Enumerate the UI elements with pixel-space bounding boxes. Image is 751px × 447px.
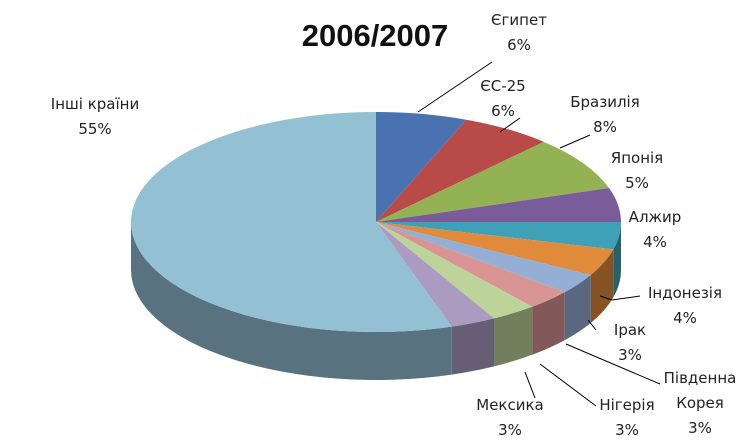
- pie-slice: [130, 112, 452, 332]
- value-label: 3%: [688, 419, 712, 437]
- pie-slice: [376, 119, 544, 222]
- pie-slice-side: [131, 222, 452, 380]
- pie-slice: [376, 188, 621, 222]
- category-label: Інші країни: [50, 95, 140, 113]
- pie-slice-side: [532, 292, 565, 355]
- value-label: 3%: [615, 421, 639, 439]
- pie-slice-side: [564, 274, 591, 341]
- category-label: Нігерія: [599, 396, 655, 414]
- leader-line: [599, 295, 641, 301]
- leader-line: [587, 319, 597, 331]
- data-label: Бразилія 8%: [570, 90, 640, 140]
- category-label: Бразилія: [570, 93, 640, 111]
- leader-line: [499, 117, 521, 133]
- value-label: 4%: [643, 233, 667, 251]
- leader-line: [539, 363, 597, 407]
- data-label: Мексика 3%: [476, 393, 543, 443]
- data-label: Алжир 4%: [629, 205, 682, 255]
- data-label: Індонезія 4%: [648, 281, 722, 331]
- leader-line: [565, 343, 661, 385]
- pie-slice-side: [590, 249, 614, 323]
- category-label: Алжир: [628, 208, 682, 226]
- leader-lines: [417, 61, 661, 407]
- value-label: 55%: [78, 120, 112, 138]
- value-label: 6%: [507, 36, 531, 54]
- pie-slice: [376, 222, 621, 250]
- data-label: Єгипет 6%: [491, 8, 547, 58]
- pie-slice-side: [451, 318, 495, 375]
- data-label: Інші країни 55%: [51, 92, 139, 142]
- value-label: 6%: [491, 102, 515, 120]
- value-label: 3%: [618, 346, 642, 364]
- pie-slice: [376, 222, 565, 307]
- leader-line: [417, 61, 493, 113]
- leader-line: [559, 134, 591, 149]
- category-label: Єгипет: [491, 11, 547, 29]
- data-label: Ірак 3%: [614, 318, 646, 368]
- value-label: 8%: [593, 118, 617, 136]
- category-label: ЄС-25: [480, 77, 526, 95]
- pie-slice: [376, 112, 467, 222]
- category-label: Ірак: [613, 321, 647, 339]
- leader-line: [524, 371, 536, 399]
- pie-slice-side: [613, 222, 621, 298]
- chart-title: 2006/2007: [301, 18, 449, 53]
- value-label: 5%: [625, 174, 649, 192]
- pie-slice: [376, 222, 591, 293]
- pie-slice: [376, 141, 610, 222]
- category-label: Південна Корея: [663, 369, 737, 412]
- category-label: Індонезія: [648, 284, 722, 302]
- pie-slice: [376, 222, 533, 319]
- pie-slice: [376, 222, 614, 275]
- data-label: ЄС-25 6%: [480, 74, 525, 124]
- data-label: Нігерія 3%: [599, 393, 654, 443]
- value-label: 3%: [498, 421, 522, 439]
- pie-slice: [376, 222, 495, 327]
- value-label: 4%: [673, 309, 697, 327]
- data-label: Японія 5%: [611, 146, 663, 196]
- data-label: Південна Корея 3%: [658, 366, 742, 441]
- category-label: Мексика: [476, 396, 544, 414]
- pie-slice-side: [494, 306, 533, 367]
- category-label: Японія: [610, 149, 664, 167]
